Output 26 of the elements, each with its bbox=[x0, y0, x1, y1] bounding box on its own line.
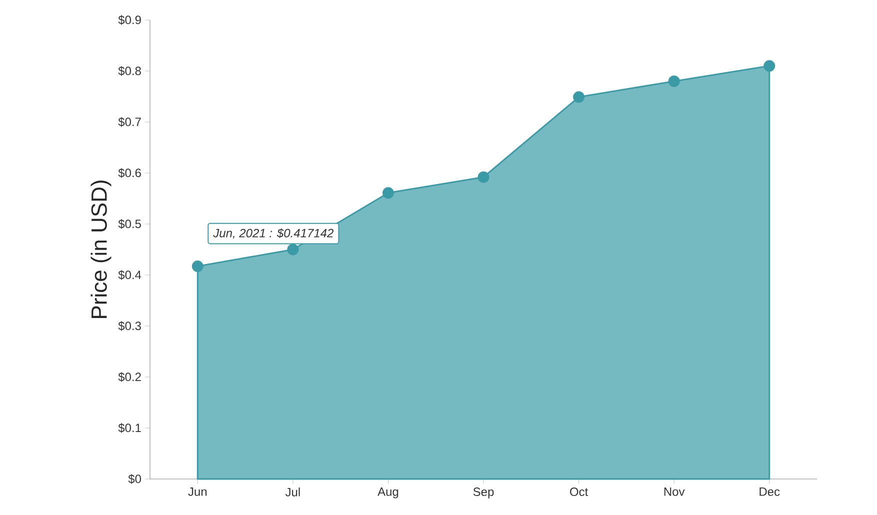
point bbox=[287, 244, 299, 256]
point bbox=[382, 187, 394, 199]
y-tick-label: $0.6 bbox=[118, 168, 141, 178]
y-tick-label: $0.2 bbox=[118, 372, 141, 382]
y-tick-label: $0.9 bbox=[118, 15, 141, 25]
point bbox=[668, 75, 680, 87]
y-tick-label: $0.5 bbox=[118, 219, 141, 229]
x-tick-label: Sep bbox=[473, 488, 494, 498]
y-axis-title: Price (in USD) bbox=[90, 180, 112, 318]
x-tick-label: Aug bbox=[378, 488, 398, 498]
point bbox=[478, 171, 490, 183]
annotation: Jun, 2021 : $0.417142 bbox=[213, 228, 334, 239]
y-tick-label: $0.3 bbox=[118, 321, 141, 331]
x-tick-label: Nov bbox=[664, 488, 685, 496]
x-tick-label: Oct bbox=[570, 488, 588, 496]
point bbox=[573, 91, 585, 103]
y-tick-label: $0 bbox=[128, 474, 142, 484]
y-tick-label: $0.8 bbox=[118, 66, 141, 76]
y-tick-label: $0.1 bbox=[118, 423, 141, 433]
y-tick-label: $0.4 bbox=[118, 270, 142, 280]
x-tick-label: Jun bbox=[188, 488, 207, 496]
y-tick-label: $0.7 bbox=[118, 117, 141, 127]
x-tick-label: Jul bbox=[285, 488, 300, 496]
point bbox=[192, 260, 204, 272]
point bbox=[764, 60, 776, 72]
x-tick-label: Dec bbox=[760, 488, 780, 496]
